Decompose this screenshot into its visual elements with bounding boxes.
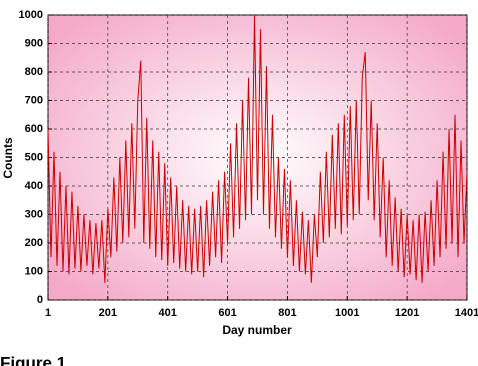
x-tick-label: 401	[159, 307, 177, 319]
y-tick-label: 0	[37, 294, 43, 306]
y-tick-label: 800	[25, 66, 43, 78]
data-line	[47, 14, 468, 283]
y-axis-label: Counts	[1, 137, 15, 179]
x-tick-label: 1001	[335, 307, 359, 319]
figure-caption: Figure 1	[0, 353, 66, 366]
y-tick-label: 900	[25, 37, 43, 49]
y-tick-label: 200	[25, 237, 43, 249]
y-tick-label: 500	[25, 151, 43, 163]
x-tick-label: 801	[278, 307, 296, 319]
x-tick-label: 1401	[455, 307, 478, 319]
y-tick-label: 300	[25, 208, 43, 220]
y-tick-label: 1000	[19, 9, 43, 21]
y-tick-label: 700	[25, 94, 43, 106]
x-axis-label: Day number	[222, 323, 292, 337]
x-tick-label: 201	[99, 307, 117, 319]
x-tick-label: 601	[218, 307, 236, 319]
x-tick-label: 1	[45, 307, 51, 319]
y-tick-label: 400	[25, 180, 43, 192]
y-tick-label: 600	[25, 123, 43, 135]
x-tick-label: 1201	[395, 307, 419, 319]
y-tick-label: 100	[25, 265, 43, 277]
